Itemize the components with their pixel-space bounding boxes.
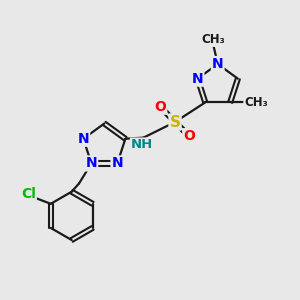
Text: CH₃: CH₃ <box>201 33 225 46</box>
Text: O: O <box>154 100 166 114</box>
Text: N: N <box>212 57 224 71</box>
Text: S: S <box>169 115 181 130</box>
Text: O: O <box>183 129 195 143</box>
Text: N: N <box>77 132 89 146</box>
Text: Cl: Cl <box>21 187 36 201</box>
Text: N: N <box>85 156 97 170</box>
Text: CH₃: CH₃ <box>244 96 268 109</box>
Text: N: N <box>112 156 123 170</box>
Text: NH: NH <box>131 139 153 152</box>
Text: N: N <box>192 72 203 86</box>
